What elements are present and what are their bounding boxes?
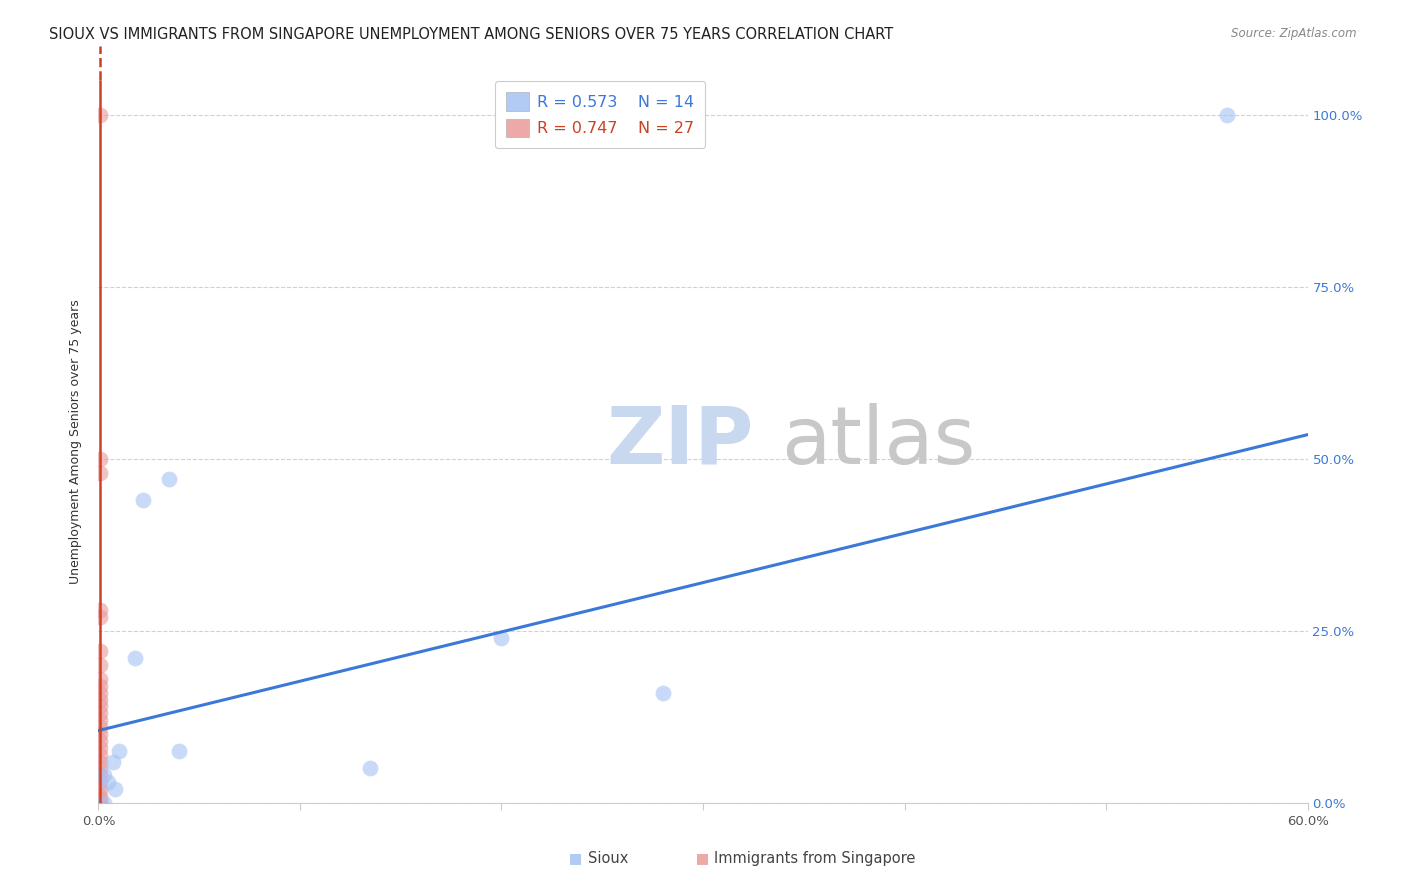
- Legend: R = 0.573    N = 14, R = 0.747    N = 27: R = 0.573 N = 14, R = 0.747 N = 27: [495, 81, 706, 148]
- Point: [89, 672, 111, 686]
- Point: [491, 631, 513, 645]
- Point: [360, 761, 382, 775]
- Text: ZIP: ZIP: [606, 402, 754, 481]
- Point: [1216, 108, 1239, 122]
- Text: ▪: ▪: [568, 848, 583, 868]
- Text: SIOUX VS IMMIGRANTS FROM SINGAPORE UNEMPLOYMENT AMONG SENIORS OVER 75 YEARS CORR: SIOUX VS IMMIGRANTS FROM SINGAPORE UNEMP…: [49, 27, 893, 42]
- Point: [89, 755, 111, 769]
- Point: [89, 713, 111, 727]
- Point: [124, 651, 146, 665]
- Text: Source: ZipAtlas.com: Source: ZipAtlas.com: [1232, 27, 1357, 40]
- Text: ▪: ▪: [695, 848, 710, 868]
- Point: [89, 644, 111, 658]
- Point: [89, 451, 111, 466]
- Point: [89, 727, 111, 741]
- Point: [89, 108, 111, 122]
- Point: [89, 706, 111, 721]
- Text: Immigrants from Singapore: Immigrants from Singapore: [714, 851, 915, 865]
- Point: [89, 658, 111, 673]
- Point: [89, 679, 111, 693]
- Point: [89, 610, 111, 624]
- Point: [89, 466, 111, 480]
- Point: [103, 782, 125, 797]
- Point: [93, 796, 115, 810]
- Point: [93, 768, 115, 782]
- Point: [167, 744, 190, 758]
- Point: [89, 792, 111, 806]
- Point: [89, 782, 111, 797]
- Point: [132, 493, 155, 508]
- Point: [89, 603, 111, 617]
- Point: [107, 744, 129, 758]
- Point: [89, 761, 111, 775]
- Y-axis label: Unemployment Among Seniors over 75 years: Unemployment Among Seniors over 75 years: [69, 299, 83, 584]
- Point: [89, 775, 111, 789]
- Point: [89, 768, 111, 782]
- Point: [89, 796, 111, 810]
- Point: [89, 740, 111, 755]
- Text: atlas: atlas: [782, 402, 976, 481]
- Point: [89, 734, 111, 748]
- Point: [89, 747, 111, 762]
- Point: [89, 699, 111, 714]
- Point: [651, 686, 673, 700]
- Text: Sioux: Sioux: [588, 851, 628, 865]
- Point: [89, 692, 111, 706]
- Point: [101, 755, 124, 769]
- Point: [89, 686, 111, 700]
- Point: [89, 789, 111, 803]
- Point: [97, 775, 120, 789]
- Point: [157, 472, 180, 486]
- Point: [89, 720, 111, 734]
